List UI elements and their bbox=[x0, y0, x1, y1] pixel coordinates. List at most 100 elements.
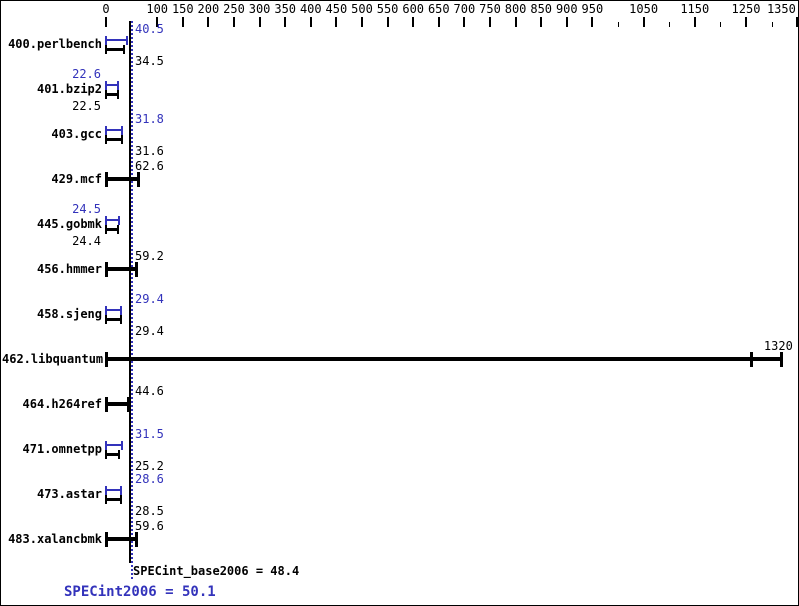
base-bar-start-cap bbox=[105, 315, 107, 324]
axis-tick bbox=[284, 17, 287, 27]
peak-bar-start-cap bbox=[105, 36, 107, 45]
base-bar bbox=[105, 357, 782, 361]
axis-tick-label: 650 bbox=[427, 2, 450, 16]
peak-bar-start-cap bbox=[105, 486, 107, 495]
base-bar-end-cap bbox=[119, 495, 122, 504]
benchmark-label: 456.hmmer bbox=[36, 262, 102, 276]
axis-tick-label: 850 bbox=[530, 2, 553, 16]
specint2006-summary: SPECint2006 = 50.1 bbox=[64, 584, 216, 600]
base-bar-start-cap bbox=[105, 90, 107, 99]
peak-value-label: 24.5 bbox=[72, 202, 101, 216]
axis-tick bbox=[181, 17, 184, 27]
base-bar-start-cap bbox=[105, 495, 107, 504]
base-bar-end-cap bbox=[121, 135, 124, 144]
peak-bar bbox=[105, 129, 123, 131]
base-bar bbox=[105, 537, 137, 541]
peak-bar-end-cap bbox=[125, 36, 128, 45]
base-bar-end-cap bbox=[122, 45, 125, 54]
base-bar-end-cap bbox=[135, 532, 138, 547]
benchmark-label: 462.libquantum bbox=[2, 352, 104, 366]
axis-tick bbox=[233, 17, 235, 27]
base-value-label: 28.5 bbox=[135, 504, 164, 518]
axis-tick bbox=[514, 17, 517, 27]
axis-tick bbox=[540, 17, 543, 27]
axis-tick-label: 500 bbox=[351, 2, 373, 16]
base-bar bbox=[105, 318, 122, 321]
base-value-label: 44.6 bbox=[135, 384, 164, 398]
axis-tick-label: 700 bbox=[453, 2, 476, 16]
peak-value-label: 31.8 bbox=[135, 112, 164, 126]
base-bar-start-cap bbox=[105, 532, 108, 547]
peak-bar-start-cap bbox=[105, 81, 107, 90]
axis-tick-label: 950 bbox=[581, 2, 604, 16]
base-bar-start-cap bbox=[105, 45, 107, 54]
peak-bar-end-cap bbox=[116, 81, 119, 90]
benchmark-label: 445.gobmk bbox=[36, 217, 102, 231]
axis-tick-label: 300 bbox=[248, 2, 271, 16]
base-bar bbox=[105, 93, 118, 96]
axis-tick bbox=[437, 17, 440, 27]
peak-value-label: 29.4 bbox=[135, 292, 164, 306]
axis-tick bbox=[745, 17, 747, 27]
axis-tick-label: 600 bbox=[402, 2, 425, 16]
base-value-label: 59.6 bbox=[135, 519, 164, 533]
peak-bar-end-cap bbox=[119, 486, 122, 495]
axis-tick-label: 550 bbox=[376, 2, 399, 16]
axis-tick bbox=[309, 17, 312, 27]
base-bar-start-cap bbox=[105, 135, 107, 144]
axis-tick-label: 1050 bbox=[629, 2, 659, 16]
peak-value-label: 31.5 bbox=[135, 427, 164, 441]
axis-tick-label: 150 bbox=[171, 2, 194, 16]
axis-tick-label: 100 bbox=[146, 2, 169, 16]
axis-tick-label: 200 bbox=[197, 2, 220, 16]
axis-tick-label: 0 bbox=[102, 2, 110, 16]
peak-bar bbox=[105, 39, 127, 41]
base-bar bbox=[105, 177, 139, 181]
peak-bar-end-cap bbox=[121, 126, 124, 135]
peak-mean-line bbox=[131, 21, 134, 581]
base-value-label: 59.2 bbox=[135, 249, 164, 263]
base-bar-end-cap bbox=[117, 225, 120, 234]
peak-value-label: 22.6 bbox=[72, 67, 101, 81]
base-bar bbox=[105, 267, 137, 271]
peak-bar bbox=[105, 309, 122, 311]
base-bar-end-cap bbox=[117, 450, 120, 459]
peak-bar bbox=[105, 219, 119, 221]
base-bar bbox=[105, 228, 119, 231]
base-value-label: 22.5 bbox=[72, 99, 101, 113]
axis-tick bbox=[361, 17, 363, 27]
peak-bar-end-cap bbox=[120, 306, 123, 315]
benchmark-label: 400.perlbench bbox=[8, 37, 102, 51]
base-bar-start-cap bbox=[105, 262, 108, 277]
base-bar bbox=[105, 498, 121, 501]
axis-minor-tick bbox=[720, 22, 722, 27]
peak-bar bbox=[105, 444, 123, 446]
peak-value-label: 28.6 bbox=[135, 472, 164, 486]
base-bar-start-cap bbox=[105, 172, 108, 187]
base-bar-end-cap bbox=[780, 352, 784, 367]
axis-tick bbox=[335, 17, 338, 27]
base-bar bbox=[105, 402, 129, 406]
axis-tick bbox=[105, 17, 107, 27]
benchmark-label: 483.xalancbmk bbox=[8, 532, 102, 546]
axis-tick bbox=[463, 17, 466, 27]
axis-tick bbox=[258, 17, 261, 27]
benchmark-label: 473.astar bbox=[36, 487, 102, 501]
axis-tick-label: 1250 bbox=[731, 2, 761, 16]
peak-bar bbox=[105, 84, 118, 86]
base-value-label: 29.4 bbox=[135, 324, 164, 338]
base-bar-end-cap bbox=[136, 172, 140, 187]
run-mark bbox=[749, 352, 753, 367]
base-bar-end-cap bbox=[134, 262, 138, 277]
axis-tick-label: 1350 bbox=[766, 2, 796, 16]
base-value-label: 62.6 bbox=[135, 159, 164, 173]
base-bar bbox=[105, 453, 119, 456]
axis-tick bbox=[591, 17, 594, 27]
base-bar-end-cap bbox=[116, 90, 119, 99]
base-bar-start-cap bbox=[105, 450, 107, 459]
base-value-label: 1320 bbox=[763, 339, 793, 353]
base-bar-start-cap bbox=[105, 397, 108, 412]
base-bar-start-cap bbox=[105, 352, 108, 367]
